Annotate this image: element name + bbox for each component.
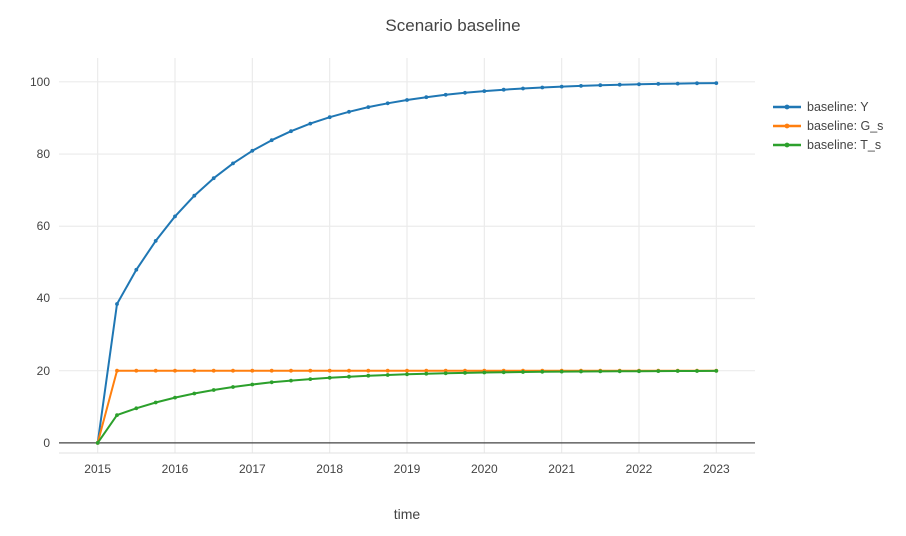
legend-line-sample-icon	[773, 104, 801, 109]
gridlines	[59, 58, 755, 453]
x-tick-label: 2018	[316, 462, 343, 476]
y-tick-label: 0	[43, 435, 50, 450]
x-tick-label: 2016	[161, 462, 189, 476]
legend-label: baseline: T_s	[807, 137, 882, 152]
x-tick-label: 2021	[548, 462, 575, 476]
legend-line-sample-icon	[773, 142, 801, 147]
x-axis-title: time	[393, 506, 421, 522]
y-tick-label: 100	[29, 74, 50, 89]
y-tick-label: 20	[36, 363, 50, 378]
x-tick-label: 2020	[470, 462, 498, 476]
series-baseline-y[interactable]	[95, 81, 719, 445]
x-tick-label: 2019	[393, 462, 421, 476]
legend-label: baseline: Y	[807, 99, 869, 114]
x-tick-label: 2022	[625, 462, 653, 476]
legend-item-baseline-g-s[interactable]: baseline: G_s	[772, 116, 883, 135]
legend-item-baseline-t-s[interactable]: baseline: T_s	[772, 135, 883, 154]
chart-title: Scenario baseline	[385, 16, 521, 35]
legend: baseline: Y baseline: G_s baseline: T_s	[772, 97, 883, 154]
legend-label: baseline: G_s	[807, 118, 884, 133]
y-tick-label: 40	[36, 291, 50, 306]
x-tick-label: 2023	[702, 462, 730, 476]
y-tick-label: 80	[36, 147, 50, 162]
x-tick-label: 2015	[84, 462, 111, 476]
x-tick-label: 2017	[238, 462, 266, 476]
series-baseline-t-s[interactable]	[95, 369, 719, 445]
legend-line-sample-icon	[773, 123, 801, 128]
y-tick-label: 60	[36, 219, 50, 234]
legend-item-baseline-y[interactable]: baseline: Y	[772, 97, 883, 116]
